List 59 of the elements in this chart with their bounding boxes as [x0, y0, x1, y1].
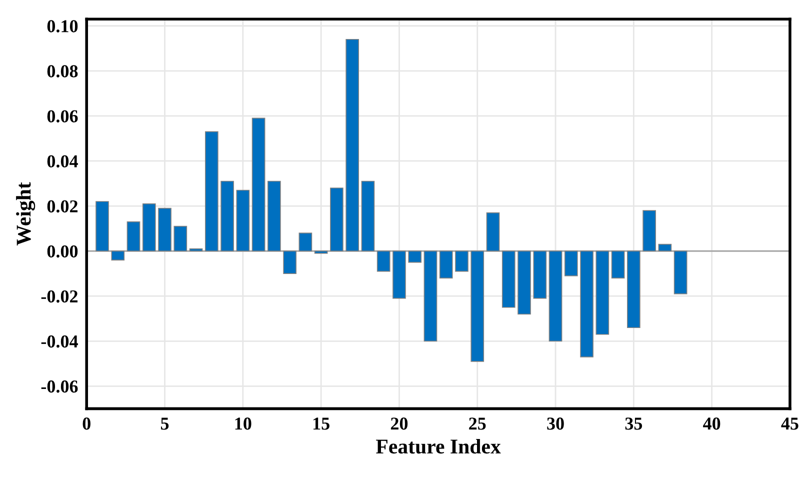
y-tick-label: -0.04: [41, 335, 78, 348]
bar: [204, 131, 218, 252]
y-tick-label: 0.00: [47, 245, 78, 258]
x-tick-label: 25: [469, 418, 486, 430]
bar: [642, 210, 656, 252]
y-tick-label: -0.02: [41, 290, 78, 303]
x-tick-label: 40: [703, 418, 720, 430]
bar: [346, 38, 359, 252]
bar: [174, 226, 188, 252]
bar: [111, 250, 125, 260]
x-tick-label: 10: [235, 418, 252, 430]
x-tick-label: 45: [781, 418, 798, 430]
bar: [455, 250, 468, 272]
y-tick-label: 0.02: [47, 200, 78, 213]
x-axis-title: Feature Index: [376, 438, 501, 454]
bar: [548, 250, 562, 342]
x-tick-label: 0: [82, 418, 90, 430]
bar: [486, 212, 500, 252]
bar: [142, 203, 156, 252]
bar: [408, 250, 422, 263]
bar: [502, 250, 516, 308]
bar: [392, 250, 406, 299]
x-tick-label: 15: [313, 418, 330, 430]
y-axis-title: Weight: [16, 182, 36, 246]
bar: [658, 244, 672, 252]
bar: [220, 180, 234, 252]
bar: [96, 201, 109, 252]
bar: [283, 250, 296, 274]
bar: [330, 188, 344, 252]
bar: [376, 250, 390, 272]
bar: [674, 250, 688, 294]
y-tick-label: -0.06: [41, 380, 78, 393]
bar: [252, 118, 266, 252]
bar: [314, 250, 328, 254]
bar: [564, 250, 578, 276]
bar: [158, 208, 172, 252]
bar: [580, 250, 594, 358]
bar: [236, 190, 250, 252]
bar: [533, 250, 547, 299]
bar: [268, 180, 281, 252]
y-tick-label: 0.08: [47, 65, 78, 78]
bar: [470, 250, 484, 362]
bar: [626, 250, 640, 328]
x-tick-label: 35: [625, 418, 642, 430]
bar: [126, 221, 140, 252]
x-tick-label: 30: [547, 418, 564, 430]
bar: [298, 232, 312, 252]
bar: [361, 180, 375, 252]
x-tick-label: 20: [390, 418, 408, 430]
bar: [424, 250, 438, 342]
bar: [439, 250, 453, 279]
y-tick-label: 0.10: [47, 20, 78, 32]
bar: [596, 250, 610, 335]
bar: [611, 250, 625, 279]
bar: [189, 248, 203, 252]
x-tick-label: 5: [160, 418, 169, 430]
y-tick-label: 0.06: [47, 110, 78, 122]
y-tick-label: 0.04: [47, 155, 78, 168]
bar: [518, 250, 531, 315]
